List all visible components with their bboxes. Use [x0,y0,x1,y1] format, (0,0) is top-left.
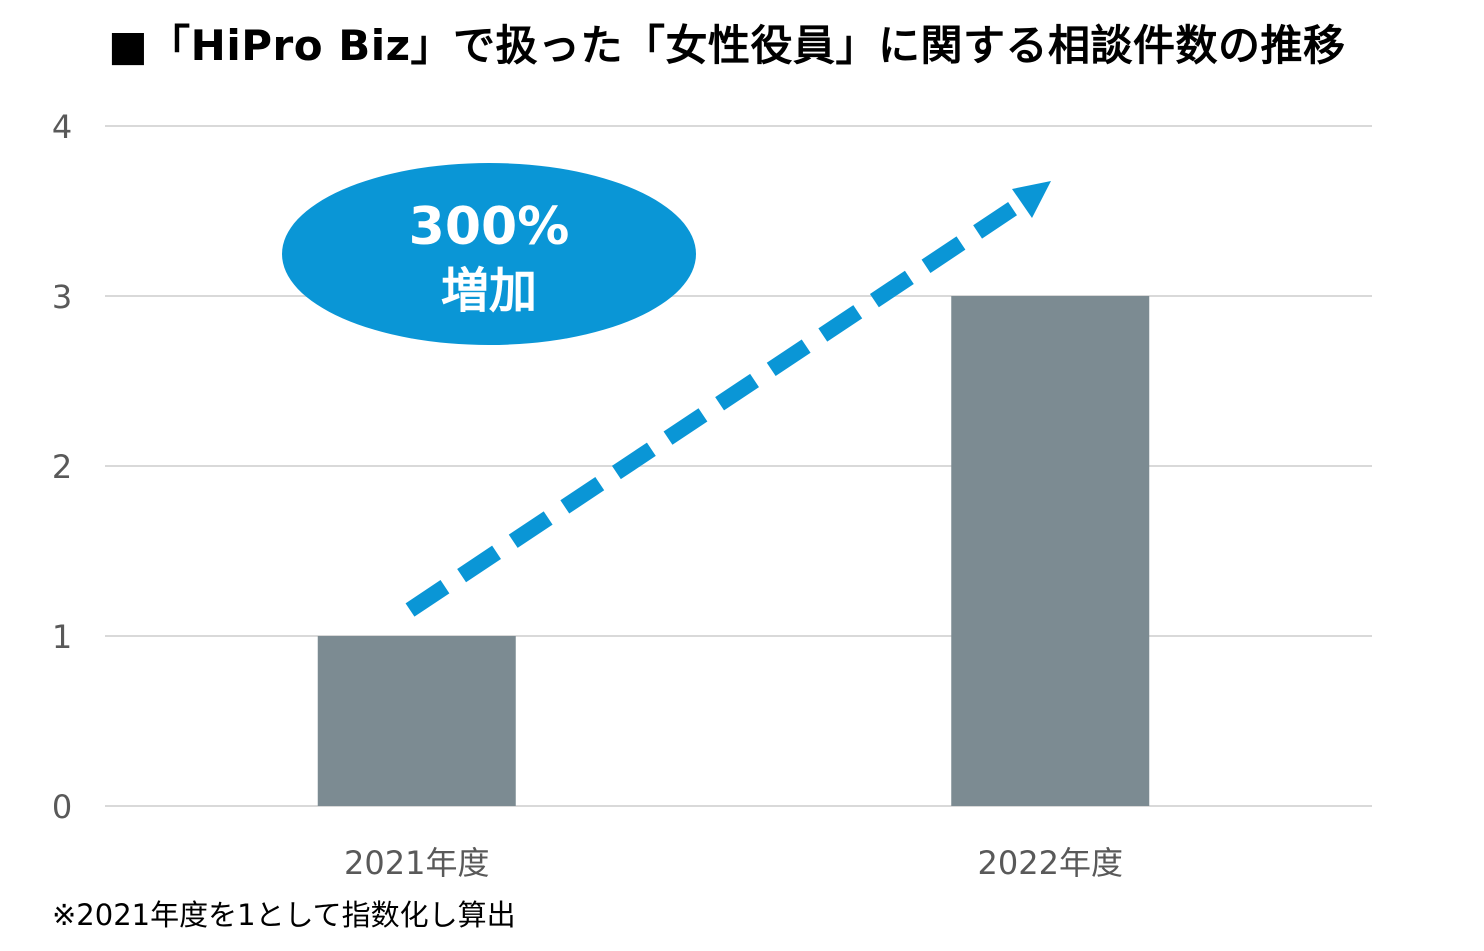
y-tick-label: 4 [52,108,72,146]
x-tick-label: 2022年度 [978,844,1123,882]
y-tick-label: 0 [52,788,72,826]
growth-annotation: 300% 増加 [282,163,1051,617]
callout-ellipse [282,163,696,345]
y-tick-label: 3 [52,278,72,316]
x-tick-label: 2021年度 [344,844,489,882]
callout-increase-label: 増加 [441,263,537,319]
bars [317,296,1150,806]
y-tick-labels: 0 1 2 3 4 [52,108,72,826]
y-tick-label: 1 [52,618,72,656]
y-tick-label: 2 [52,448,72,486]
footnote: ※2021年度を1として指数化し算出 [52,898,516,932]
callout-percent: 300% [409,197,570,257]
chart-title: ■「HiPro Biz」で扱った「女性役員」に関する相談件数の推移 [108,21,1346,70]
bar-2 [951,296,1150,806]
trend-arrowhead [1012,181,1051,218]
bar-1 [317,636,516,806]
x-tick-labels: 2021年度 2022年度 [344,844,1123,882]
